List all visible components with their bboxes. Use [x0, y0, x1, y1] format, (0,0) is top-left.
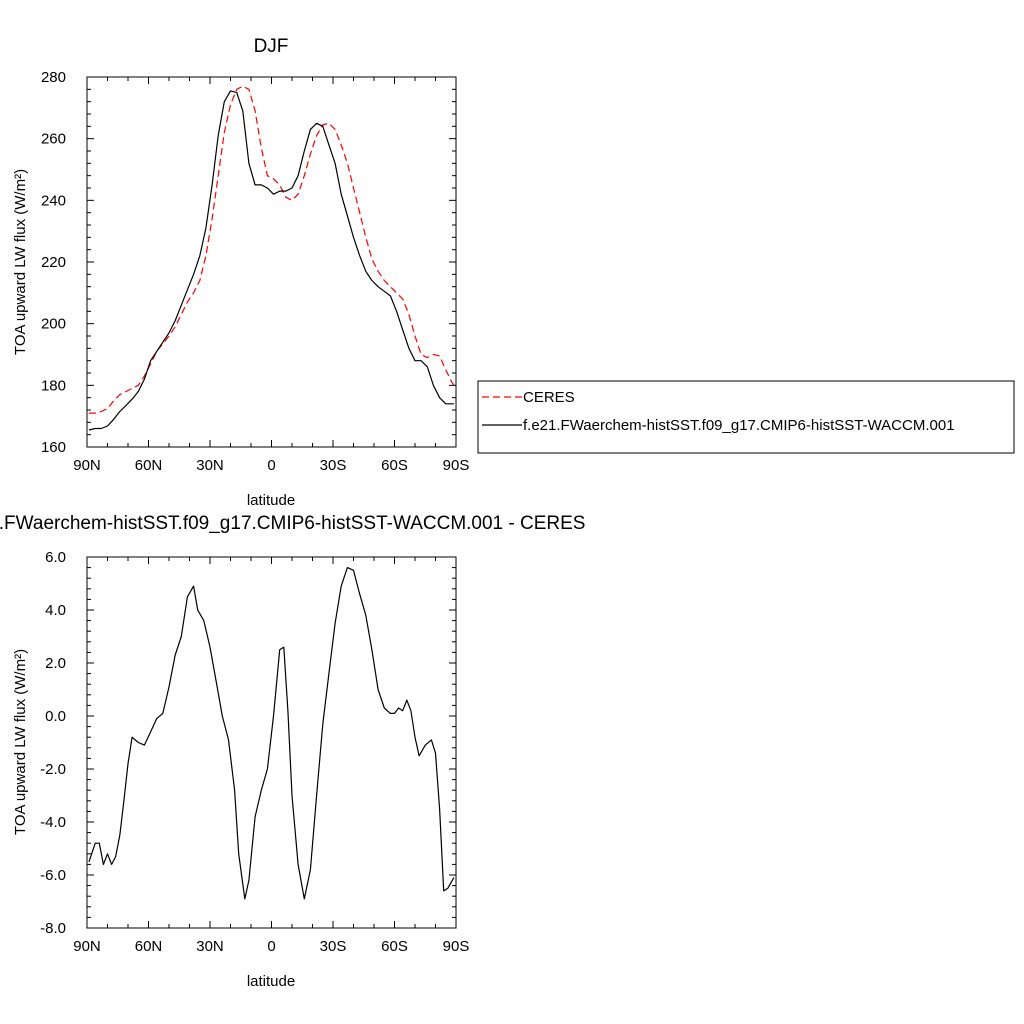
legend-item-model: f.e21.FWaerchem-histSST.f09_g17.CMIP6-hi…	[482, 417, 955, 434]
y-tick-label: -2.0	[40, 761, 66, 778]
difference-panel: f.e21.FWaerchem-histSST.f09_g17.CMIP6-hi…	[0, 513, 585, 990]
x-tick-label: 90S	[443, 938, 470, 955]
y-tick-label: 220	[41, 254, 66, 271]
x-axis-label: latitude	[247, 973, 295, 990]
y-tick-label: 280	[41, 69, 66, 86]
series-layer	[88, 566, 455, 900]
y-tick-label: 260	[41, 131, 66, 148]
y-tick-label: 200	[41, 316, 66, 333]
y-tick-label: 0.0	[45, 708, 66, 725]
x-tick-label: 60N	[135, 457, 163, 474]
y-tick-label: -6.0	[40, 867, 66, 884]
x-tick-label: 60N	[135, 938, 163, 955]
x-tick-label: 90N	[73, 938, 101, 955]
difference-title: f.e21.FWaerchem-histSST.f09_g17.CMIP6-hi…	[0, 513, 585, 534]
x-tick-label: 30N	[196, 938, 224, 955]
y-tick-label: 180	[41, 377, 66, 394]
y-axis-label: TOA upward LW flux (W/m²)	[12, 169, 29, 355]
y-tick-label: -4.0	[40, 814, 66, 831]
y-tick-label: -8.0	[40, 920, 66, 937]
x-axis-label: latitude	[247, 492, 295, 509]
y-tick-label: 160	[41, 439, 66, 456]
plot-frame	[86, 76, 457, 448]
x-tick-label: 90S	[443, 457, 470, 474]
plot-frame	[86, 556, 457, 929]
legend-item-ceres: CERES	[482, 389, 575, 406]
tick-layer: 90N 60N 30N 0 30S 60S 90S -8.0 -6.0 -4.0 -2.0 0.0 2.…	[40, 549, 469, 955]
tick-layer: 90N 60N 30N 0 30S 60S 90S 160 180 200 220 240 260 280	[41, 69, 469, 474]
y-tick-label: 4.0	[45, 602, 66, 619]
x-tick-label: 30N	[196, 457, 224, 474]
x-tick-label: 30S	[320, 457, 347, 474]
x-tick-label: 0	[267, 938, 275, 955]
legend: CERES f.e21.FWaerchem-histSST.f09_g17.CM…	[477, 380, 1015, 454]
chart-title: DJF	[254, 36, 289, 57]
legend-label-ceres: CERES	[523, 389, 575, 406]
x-tick-label: 60S	[381, 938, 408, 955]
f-e21-fwaerchem-histsst-f09-g17-cmip6-histsst-waccm-001-series-line	[88, 90, 454, 431]
flux-panel: DJF 90N 60N 30N 0 30S 60S 90S 160 180 200 220 240 26…	[12, 36, 469, 509]
series-layer	[88, 85, 455, 431]
difference-series-line	[88, 566, 455, 900]
legend-box	[477, 380, 1015, 454]
x-tick-label: 60S	[381, 457, 408, 474]
y-axis-label: TOA upward LW flux (W/m²)	[12, 649, 29, 835]
x-tick-label: 30S	[320, 938, 347, 955]
legend-label-model: f.e21.FWaerchem-histSST.f09_g17.CMIP6-hi…	[523, 417, 955, 434]
ceres-series-line	[89, 85, 455, 414]
x-tick-label: 0	[267, 457, 275, 474]
y-tick-label: 240	[41, 192, 66, 209]
y-tick-label: 2.0	[45, 655, 66, 672]
y-tick-label: 6.0	[45, 549, 66, 566]
x-tick-label: 90N	[73, 457, 101, 474]
